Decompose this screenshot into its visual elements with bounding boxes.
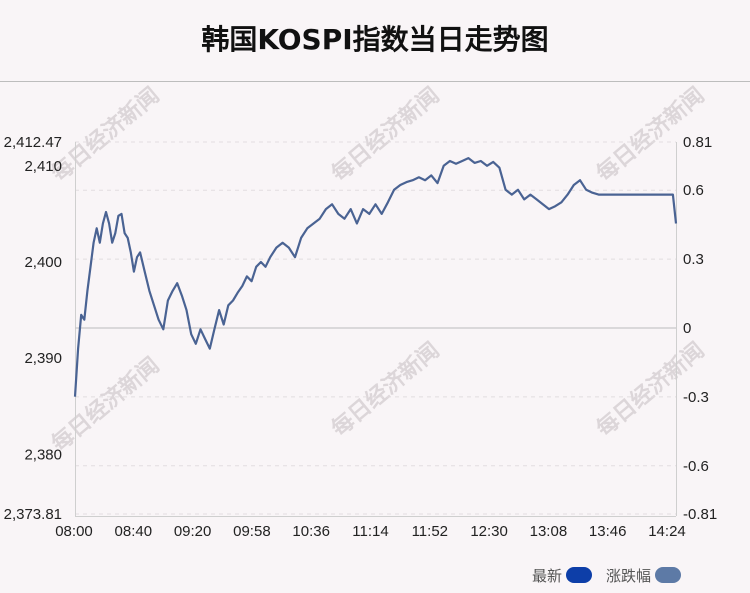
x-tick-label: 11:14: [352, 523, 388, 540]
right-tick-label: 0.6: [683, 182, 704, 199]
x-tick-label: 14:24: [648, 523, 686, 540]
left-tick-label: 2,380: [24, 446, 62, 463]
legend-item-latest[interactable]: 最新: [532, 565, 593, 586]
left-tick-label: 2,390: [24, 350, 62, 367]
x-axis-ticks: 08:00 08:40 09:20 09:58 10:36 11:14 11:52 12:30…: [55, 523, 686, 540]
right-tick-label: -0.3: [683, 389, 709, 406]
legend-item-change[interactable]: 涨跌幅: [606, 565, 682, 586]
legend-swatch-change: [655, 567, 682, 583]
left-tick-label: 2,400: [24, 254, 62, 271]
right-tick-label: 0.3: [683, 251, 704, 268]
x-tick-label: 08:40: [115, 523, 153, 540]
right-tick-label: 0.81: [683, 134, 712, 151]
left-tick-label: 2,412.47: [4, 134, 62, 151]
legend-label-change: 涨跌幅: [606, 566, 652, 585]
x-tick-label: 11:52: [412, 523, 448, 540]
watermark-text: 每日经济新闻: [47, 352, 165, 457]
x-tick-label: 09:58: [233, 523, 271, 540]
x-tick-label: 12:30: [470, 523, 508, 540]
right-tick-label: -0.6: [683, 458, 709, 475]
x-tick-label: 13:46: [589, 523, 627, 540]
x-tick-label: 09:20: [174, 523, 212, 540]
title-divider: [0, 81, 750, 82]
chart-title: 韩国KOSPI指数当日走势图: [201, 23, 549, 56]
watermark-text: 每日经济新闻: [47, 82, 165, 187]
x-tick-label: 10:36: [292, 523, 330, 540]
left-axis-ticks: 2,412.47 2,410 2,400 2,390 2,380 2,373.81: [4, 134, 62, 523]
watermark-text: 每日经济新闻: [327, 82, 445, 187]
legend-label-latest: 最新: [532, 566, 563, 585]
legend-swatch-latest: [566, 567, 593, 583]
left-tick-label: 2,410: [24, 158, 62, 175]
right-tick-label: -0.81: [683, 506, 717, 523]
watermark-text: 每日经济新闻: [327, 337, 445, 442]
x-tick-label: 13:08: [530, 523, 568, 540]
kospi-series-line: [73, 157, 678, 397]
right-axis-ticks: 0.81 0.6 0.3 0 -0.3 -0.6 -0.81: [683, 134, 717, 523]
legend: 最新 涨跌幅: [532, 564, 695, 586]
left-tick-label: 2,373.81: [4, 506, 62, 523]
x-tick-label: 08:00: [55, 523, 93, 540]
right-tick-label: 0: [683, 320, 691, 337]
